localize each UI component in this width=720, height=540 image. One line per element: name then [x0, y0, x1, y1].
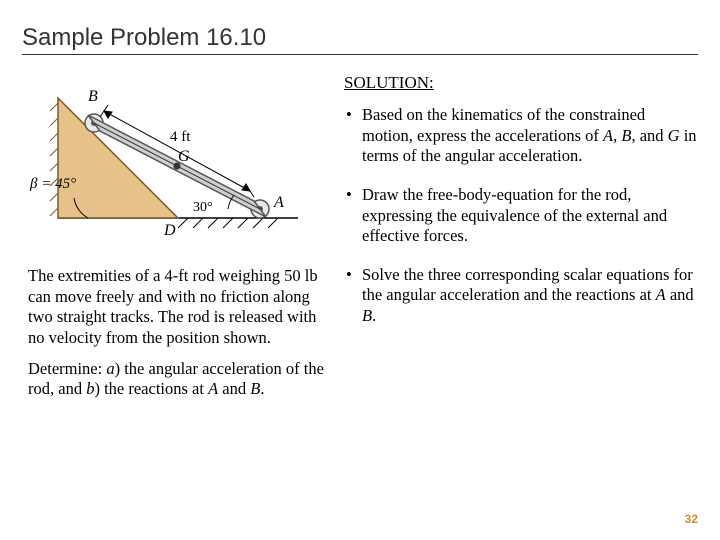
problem-statement: The extremities of a 4-ft rod weighing 5… [28, 266, 328, 400]
bullet-1-A: A [603, 126, 613, 145]
diagram-D-label: D [163, 222, 176, 239]
diagram-length-label: 4 ft [170, 129, 191, 145]
and-text: and [218, 379, 250, 398]
point-B-ref: B [250, 379, 260, 398]
bullet-3-B: B [362, 306, 372, 325]
diagram-30deg-label: 30° [193, 200, 213, 215]
problem-diagram: 4 ft β = 45° 30° B G A D [28, 73, 308, 253]
content-area: 4 ft β = 45° 30° B G A D The extremities… [0, 59, 720, 410]
bullet-2: Draw the free-body-equation for the rod,… [344, 185, 700, 247]
determine-prefix: Determine: [28, 359, 106, 378]
bullet-1-c2: , and [631, 126, 667, 145]
bullet-1-G: G [668, 126, 680, 145]
right-column: SOLUTION: Based on the kinematics of the… [344, 73, 700, 410]
bullet-1: Based on the kinematics of the constrain… [344, 105, 700, 167]
part-b-text: ) the reactions at [94, 379, 208, 398]
point-A-ref: A [208, 379, 218, 398]
bullet-3: Solve the three corresponding scalar equ… [344, 265, 700, 327]
page-title: Sample Problem 16.10 [22, 24, 698, 55]
bullet-3-pre: Solve the three corresponding scalar equ… [362, 265, 693, 305]
left-column: 4 ft β = 45° 30° B G A D The extremities… [28, 73, 328, 410]
period: . [260, 379, 264, 398]
bullet-1-B: B [621, 126, 631, 145]
bullet-3-A: A [656, 285, 666, 304]
bullet-3-and: and [666, 285, 694, 304]
diagram-beta-label: β = 45° [29, 176, 76, 192]
page-number: 32 [685, 512, 698, 526]
diagram-B-label: B [88, 88, 98, 105]
problem-para-1: The extremities of a 4-ft rod weighing 5… [28, 266, 328, 349]
diagram-G-label: G [178, 148, 190, 165]
solution-heading: SOLUTION: [344, 73, 700, 93]
part-a-label: a [106, 359, 114, 378]
bullet-3-end: . [372, 306, 376, 325]
problem-para-2: Determine: a) the angular acceleration o… [28, 359, 328, 400]
diagram-A-label: A [273, 194, 284, 211]
solution-bullets: Based on the kinematics of the constrain… [344, 105, 700, 327]
